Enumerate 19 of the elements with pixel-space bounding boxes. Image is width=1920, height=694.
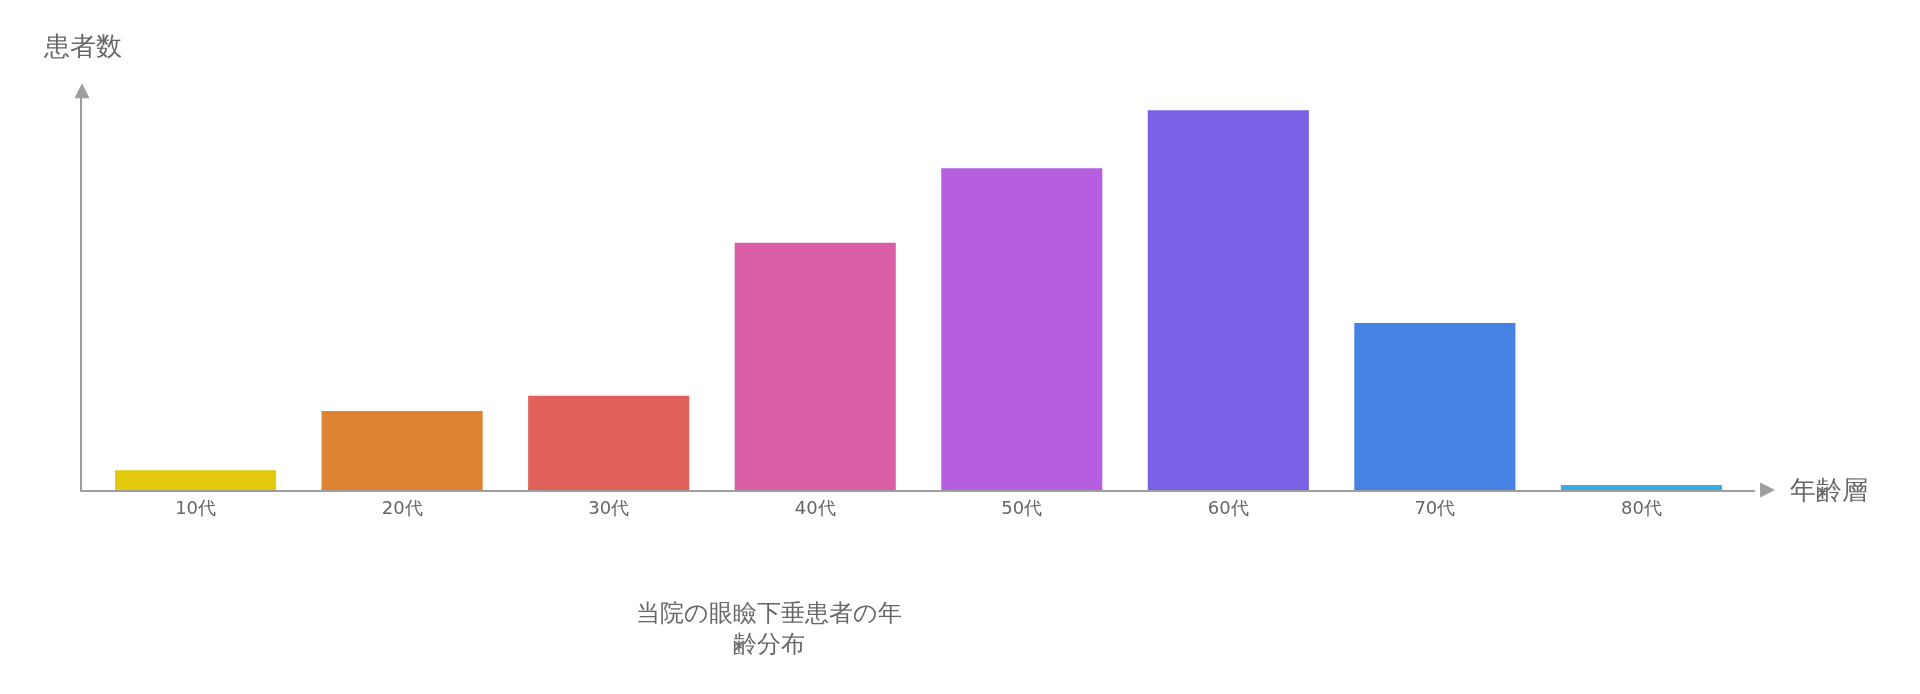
bar bbox=[528, 395, 690, 490]
x-tick-label: 20代 bbox=[381, 496, 423, 518]
x-tick-label: 70代 bbox=[1414, 496, 1456, 518]
bar bbox=[115, 470, 277, 490]
bar bbox=[321, 411, 483, 490]
x-tick-label: 10代 bbox=[175, 496, 217, 518]
y-axis-title: 患者数 bbox=[43, 31, 122, 61]
x-tick-label: 80代 bbox=[1620, 496, 1662, 518]
bar bbox=[1147, 110, 1309, 490]
x-tick-label: 30代 bbox=[588, 496, 630, 518]
bar bbox=[734, 242, 896, 490]
bar bbox=[1560, 485, 1722, 490]
bar bbox=[1354, 322, 1516, 490]
x-tick-label: 40代 bbox=[794, 496, 836, 518]
x-tick-label: 60代 bbox=[1207, 496, 1249, 518]
text: 当院の眼瞼下垂患者の年齢分布 bbox=[636, 599, 902, 659]
bar bbox=[941, 168, 1103, 490]
x-axis-title: 年齢層 bbox=[1790, 475, 1868, 505]
x-tick-label: 50代 bbox=[1001, 496, 1043, 518]
